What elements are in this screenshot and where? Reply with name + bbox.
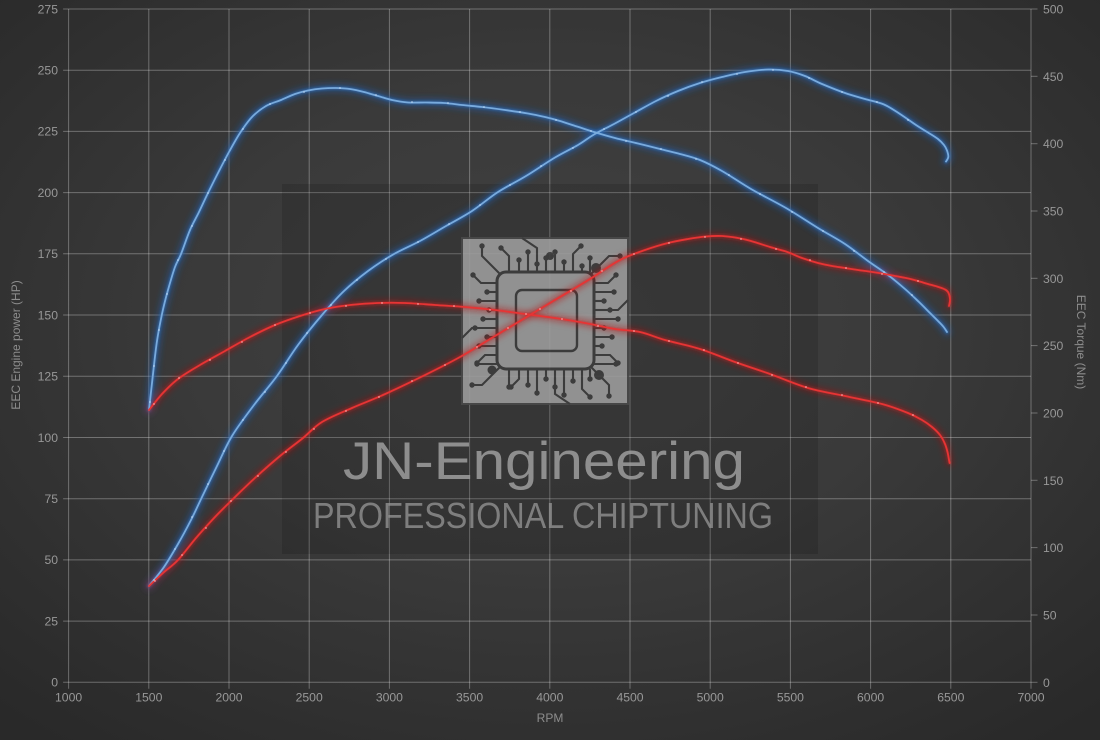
svg-text:250: 250	[38, 64, 59, 78]
svg-text:RPM: RPM	[537, 711, 564, 725]
svg-text:25: 25	[44, 614, 58, 628]
svg-text:50: 50	[1043, 609, 1057, 623]
svg-text:450: 450	[1043, 70, 1064, 84]
svg-text:200: 200	[38, 186, 59, 200]
svg-text:EEC Torque (Nm): EEC Torque (Nm)	[1074, 295, 1088, 389]
svg-text:75: 75	[44, 492, 58, 506]
svg-text:100: 100	[38, 431, 59, 445]
svg-text:5500: 5500	[777, 691, 804, 705]
svg-text:2000: 2000	[215, 691, 242, 705]
svg-text:50: 50	[44, 553, 58, 567]
svg-text:3000: 3000	[376, 691, 403, 705]
svg-text:100: 100	[1043, 541, 1064, 555]
svg-text:150: 150	[38, 308, 59, 322]
svg-text:175: 175	[38, 247, 59, 261]
svg-text:EEC Engine power (HP): EEC Engine power (HP)	[9, 280, 23, 409]
svg-text:225: 225	[38, 125, 59, 139]
svg-text:3500: 3500	[456, 691, 483, 705]
svg-text:JN-Engineering: JN-Engineering	[343, 432, 745, 491]
svg-text:350: 350	[1043, 205, 1064, 219]
svg-text:150: 150	[1043, 474, 1064, 488]
svg-text:7000: 7000	[1017, 691, 1044, 705]
svg-text:1500: 1500	[135, 691, 162, 705]
svg-text:125: 125	[38, 370, 59, 384]
svg-text:PROFESSIONAL CHIPTUNING: PROFESSIONAL CHIPTUNING	[313, 495, 773, 536]
svg-text:6000: 6000	[857, 691, 884, 705]
svg-text:200: 200	[1043, 407, 1064, 421]
svg-text:1000: 1000	[55, 691, 82, 705]
svg-text:0: 0	[51, 676, 58, 690]
svg-text:4000: 4000	[536, 691, 563, 705]
svg-text:0: 0	[1043, 676, 1050, 690]
svg-text:4500: 4500	[616, 691, 643, 705]
svg-text:250: 250	[1043, 339, 1064, 353]
svg-text:5000: 5000	[697, 691, 724, 705]
svg-text:275: 275	[38, 2, 59, 16]
svg-text:6500: 6500	[937, 691, 964, 705]
svg-text:2500: 2500	[296, 691, 323, 705]
svg-text:400: 400	[1043, 137, 1064, 151]
svg-text:300: 300	[1043, 272, 1064, 286]
svg-text:500: 500	[1043, 3, 1064, 17]
